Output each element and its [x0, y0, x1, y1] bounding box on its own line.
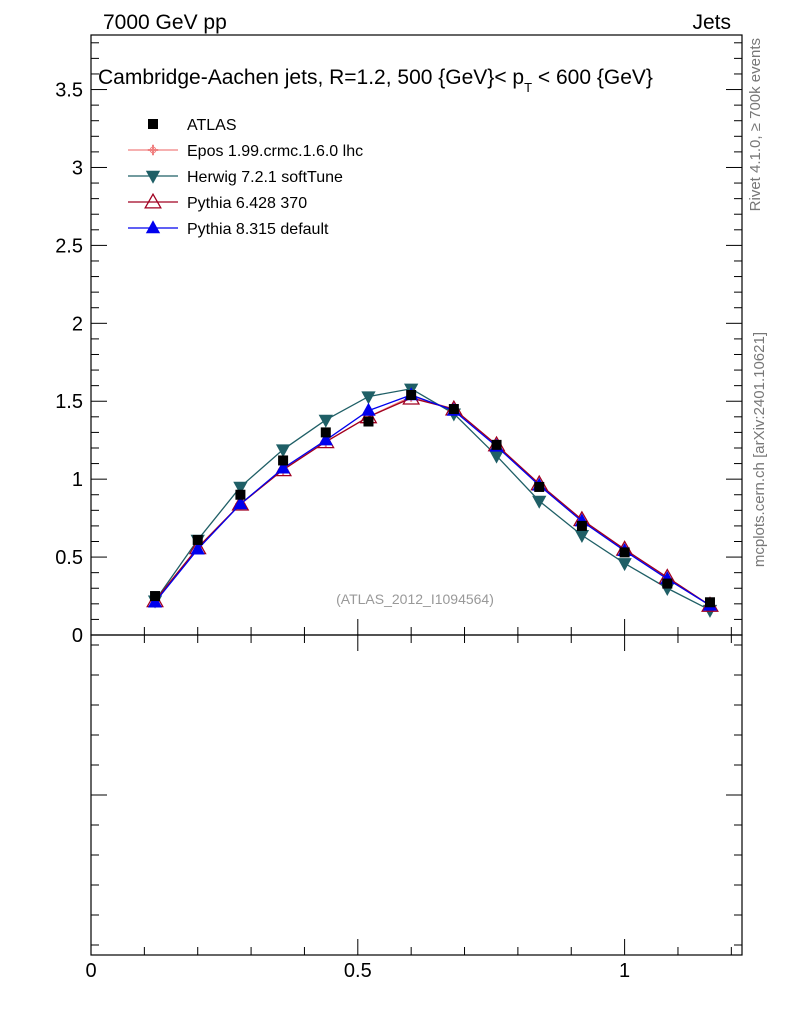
data-point — [576, 520, 587, 531]
legend-marker — [144, 192, 162, 209]
chart-title-tail: < 600 {GeV} — [532, 66, 653, 89]
y-tick-label: 3 — [72, 157, 83, 179]
legend-marker — [148, 119, 158, 129]
data-point — [235, 489, 246, 500]
data-point — [363, 416, 374, 427]
y-tick-label: 3.5 — [55, 80, 83, 102]
legend: ATLAS Epos 1.99.crmc.1.6.0 lhc Herwig 7.2.… — [128, 117, 363, 238]
data-point — [574, 530, 590, 544]
chart-title-main: Cambridge-Aachen jets, R=1.2, 500 {GeV}<… — [98, 66, 524, 89]
legend-marker — [149, 146, 157, 154]
data-point — [534, 481, 545, 492]
data-point — [532, 495, 547, 509]
data-point — [361, 391, 376, 405]
series-line — [154, 388, 711, 611]
chart-title-subscript: T — [524, 80, 532, 95]
data-point — [489, 450, 504, 464]
y-tick-label: 2.5 — [55, 235, 83, 257]
header-energy-label: 7000 GeV pp — [103, 11, 227, 34]
data-point — [491, 439, 502, 450]
x-tick-label: 0 — [85, 960, 96, 982]
data-point — [192, 534, 203, 545]
legend-label: Herwig 7.2.1 softTune — [187, 169, 343, 186]
data-point — [704, 597, 715, 608]
data-point — [278, 455, 289, 466]
series-atlas — [150, 390, 715, 608]
ratio-plot-frame — [90, 634, 743, 956]
y-tick-label: 0.5 — [55, 547, 83, 569]
data-point — [150, 591, 161, 602]
data-point — [448, 404, 459, 415]
x-tick-label: 1 — [619, 960, 630, 982]
header-process-label: Jets — [692, 11, 731, 34]
data-point — [662, 578, 673, 589]
legend-marker — [145, 220, 161, 234]
series-line — [154, 394, 711, 606]
x-tick-label: 0.5 — [344, 960, 372, 982]
analysis-tag: (ATLAS_2012_I1094564) — [336, 591, 494, 607]
data-point — [275, 444, 291, 458]
data-point — [318, 432, 333, 446]
chart-title: Cambridge-Aachen jets, R=1.2, 500 {GeV}<… — [98, 66, 653, 95]
data-point — [190, 541, 205, 555]
series-herwig-7-2-1-softtune — [147, 383, 718, 618]
legend-label: Pythia 6.428 370 — [187, 195, 307, 212]
data-point — [231, 494, 250, 511]
data-point — [406, 390, 417, 400]
series-pythia-8-315-default — [147, 387, 718, 611]
mcplots-credit-label: mcplots.cern.ch [arXiv:2401.10621] — [751, 332, 768, 567]
legend-label: ATLAS — [187, 117, 237, 134]
data-point — [617, 558, 632, 572]
series-pythia-6-428-370 — [146, 389, 719, 612]
legend-marker — [145, 170, 161, 184]
data-point — [361, 402, 376, 416]
data-point — [233, 481, 248, 495]
legend-marker — [147, 144, 159, 156]
rivet-version-label: Rivet 4.1.0, ≥ 700k events — [747, 38, 764, 211]
y-tick-label: 0 — [72, 625, 83, 647]
y-tick-label: 1 — [72, 469, 83, 491]
data-point — [275, 460, 291, 474]
legend-label: Pythia 8.315 default — [187, 221, 329, 238]
data-point — [619, 547, 630, 558]
data-point — [320, 427, 331, 438]
data-point — [233, 496, 248, 510]
y-tick-label: 1.5 — [55, 391, 83, 413]
legend-label: Epos 1.99.crmc.1.6.0 lhc — [187, 143, 363, 160]
series-epos-1-99-crmc-1-6-0-lhc — [149, 391, 716, 611]
data-point — [318, 414, 333, 428]
y-tick-label: 2 — [72, 313, 83, 335]
